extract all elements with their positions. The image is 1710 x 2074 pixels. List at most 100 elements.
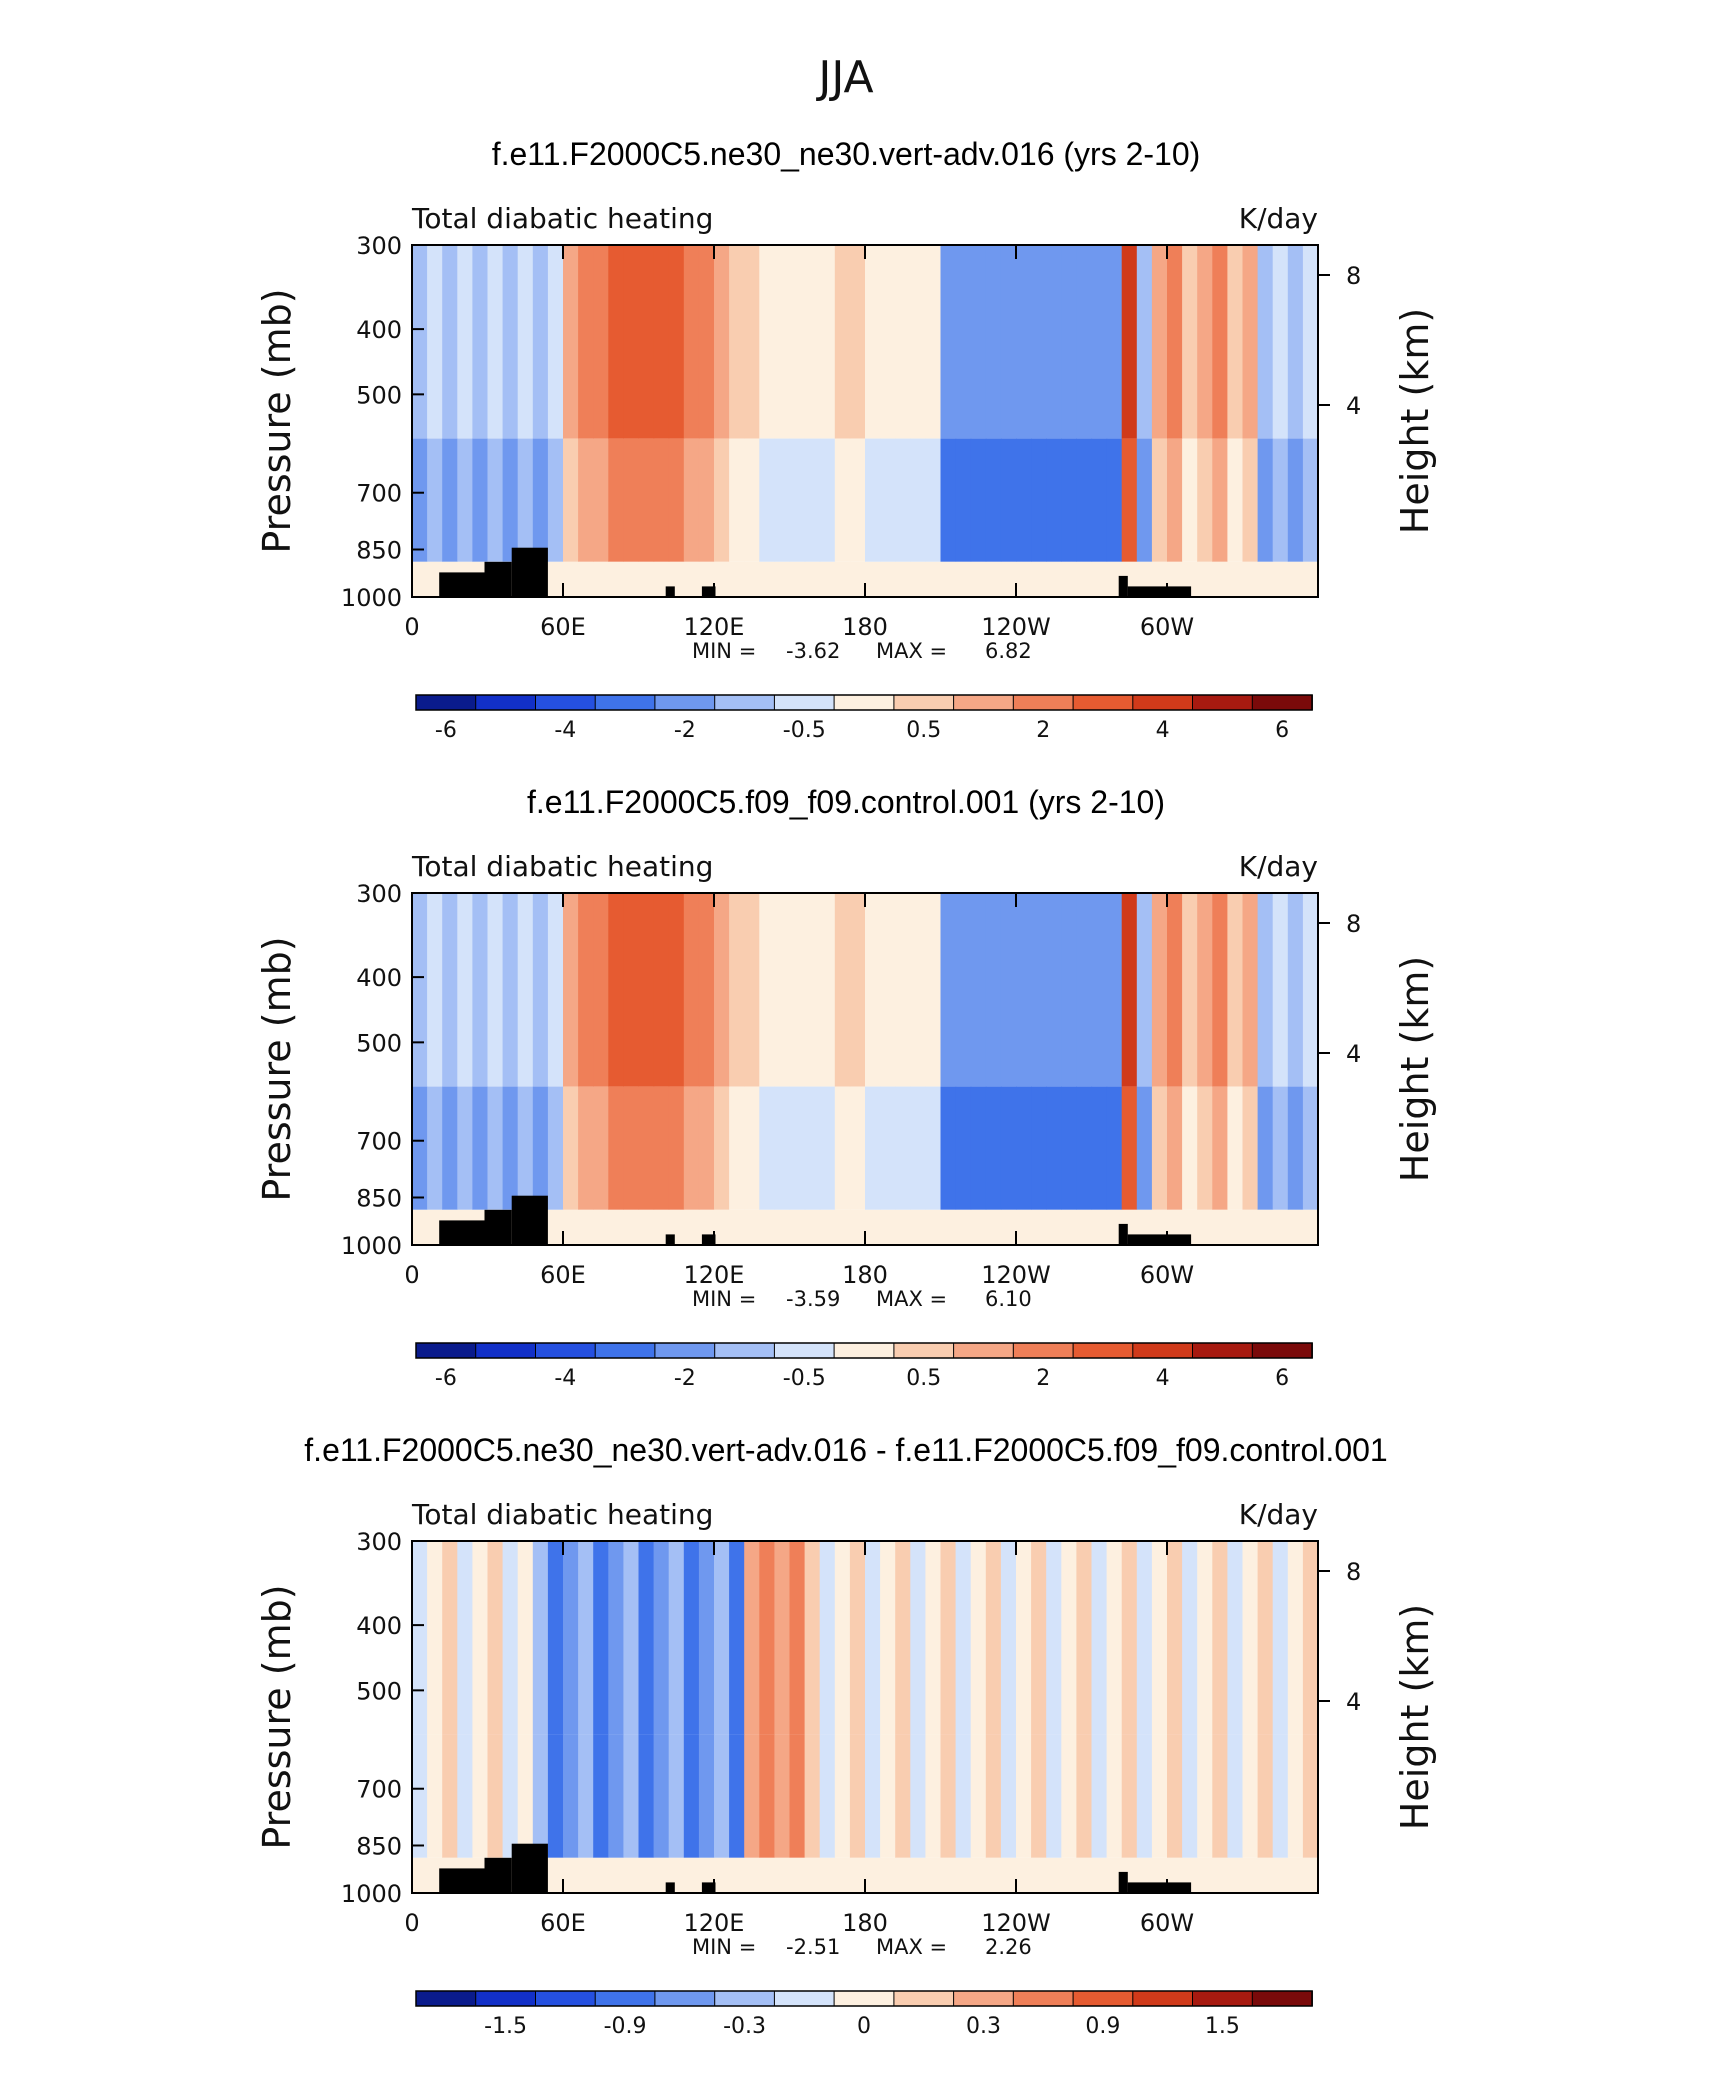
field-band-surface: [1076, 1209, 1093, 1245]
max-value: 6.10: [985, 1287, 1032, 1311]
field-band-mid: [1121, 1734, 1138, 1858]
field-band-upper: [563, 893, 579, 1087]
field-band-surface: [1197, 1857, 1213, 1893]
colorbar-swatch: [1192, 1342, 1254, 1359]
y-tick-label: 700: [356, 1776, 402, 1804]
field-band-surface: [1302, 561, 1319, 597]
field-band-upper: [834, 893, 851, 1087]
field-band-surface: [1257, 1857, 1274, 1893]
panel-right-subtitle: K/day: [1239, 850, 1318, 883]
field-band-surface: [578, 561, 594, 597]
colorbar-frame: [415, 694, 1313, 711]
field-band-upper: [1182, 245, 1198, 439]
y-axis-label: Pressure (mb): [255, 936, 299, 1201]
field-band-upper: [563, 245, 579, 439]
panel-left-subtitle: Total diabatic heating: [411, 850, 713, 883]
field-band-surface: [563, 1857, 579, 1893]
topography-block: [665, 1234, 675, 1245]
field-band-surface: [774, 1857, 791, 1893]
field-band-upper: [457, 893, 473, 1087]
colorbar-swatch: [415, 694, 477, 711]
field-band-surface: [729, 561, 745, 597]
x-tick-label: 60W: [1140, 1909, 1194, 1937]
field-band-upper: [1212, 245, 1228, 439]
field-band-upper: [1151, 1541, 1168, 1735]
field-band-upper: [578, 893, 594, 1087]
field-band-mid: [578, 1086, 594, 1210]
field-band-upper: [1076, 893, 1093, 1087]
field-band-surface: [985, 1209, 1002, 1245]
field-band-mid: [487, 438, 504, 562]
field-band-mid: [1151, 438, 1168, 562]
colorbar-swatch: [475, 694, 537, 711]
field-band-surface: [1016, 1857, 1032, 1893]
field-band-mid: [1167, 1086, 1183, 1210]
field-band-upper: [653, 1541, 670, 1735]
field-band-upper: [744, 245, 760, 439]
field-band-mid: [895, 1734, 911, 1858]
field-band-upper: [1227, 245, 1244, 439]
field-band-upper: [985, 245, 1002, 439]
field-band-upper: [427, 245, 443, 439]
field-band-mid: [1257, 438, 1274, 562]
topography-block: [439, 572, 485, 597]
field-band-surface: [819, 1857, 836, 1893]
panel-left-subtitle: Total diabatic heating: [411, 1498, 713, 1531]
x-tick-label: 0: [404, 1261, 419, 1289]
field-band-upper: [1106, 893, 1123, 1087]
field-band-mid: [608, 438, 624, 562]
field-band-mid: [804, 1734, 821, 1858]
field-band-mid: [608, 1086, 624, 1210]
field-band-surface: [955, 1209, 972, 1245]
field-band-upper: [774, 893, 791, 1087]
colorbar-frame: [415, 1342, 1313, 1359]
field-band-mid: [970, 438, 987, 562]
colorbar-swatch: [1192, 1990, 1254, 2007]
field-band-surface: [714, 1857, 730, 1893]
field-band-mid: [578, 1734, 594, 1858]
field-band-mid: [849, 1734, 866, 1858]
topography-block: [439, 1220, 485, 1245]
field-band-mid: [1197, 438, 1213, 562]
topography-block: [1127, 586, 1192, 597]
colorbar-label: -0.9: [604, 2014, 647, 2039]
field-band-surface: [714, 561, 730, 597]
field-band-upper: [517, 1541, 534, 1735]
field-band-mid: [865, 1086, 881, 1210]
colorbar-frame: [415, 1990, 1313, 2007]
field-band-mid: [819, 1734, 836, 1858]
panel-title: f.e11.F2000C5.f09_f09.control.001 (yrs 2…: [527, 784, 1165, 820]
field-band-upper: [1167, 893, 1183, 1087]
colorbar-swatch: [1012, 1990, 1074, 2007]
field-band-upper: [502, 893, 519, 1087]
x-tick-label: 180: [842, 1909, 888, 1937]
field-band-mid: [1046, 438, 1062, 562]
field-band-surface: [804, 1857, 821, 1893]
field-band-upper: [1197, 893, 1213, 1087]
field-band-upper: [1242, 245, 1259, 439]
min-value: -3.62: [786, 639, 840, 663]
colorbar-label: 0.3: [966, 2014, 1001, 2039]
field-band-upper: [985, 893, 1002, 1087]
field-band-mid: [985, 1086, 1002, 1210]
field-band-upper: [729, 245, 745, 439]
field-band-surface: [1061, 1857, 1077, 1893]
field-band-upper: [683, 1541, 700, 1735]
field-band-mid: [849, 438, 866, 562]
field-band-mid: [563, 438, 579, 562]
field-band-mid: [1121, 1086, 1138, 1210]
y-tick-label: 500: [356, 1677, 402, 1705]
field-band-upper: [653, 893, 670, 1087]
field-band-mid: [487, 1086, 504, 1210]
field-band-mid: [1242, 1734, 1259, 1858]
field-band-mid: [714, 438, 730, 562]
field-band-upper: [1016, 1541, 1032, 1735]
field-band-upper: [895, 893, 911, 1087]
field-band-mid: [789, 438, 806, 562]
field-band-surface: [819, 561, 836, 597]
topography-block: [484, 561, 512, 597]
field-band-mid: [774, 1086, 791, 1210]
field-band-upper: [638, 1541, 655, 1735]
field-band-upper: [1287, 1541, 1304, 1735]
field-band-mid: [804, 1086, 821, 1210]
